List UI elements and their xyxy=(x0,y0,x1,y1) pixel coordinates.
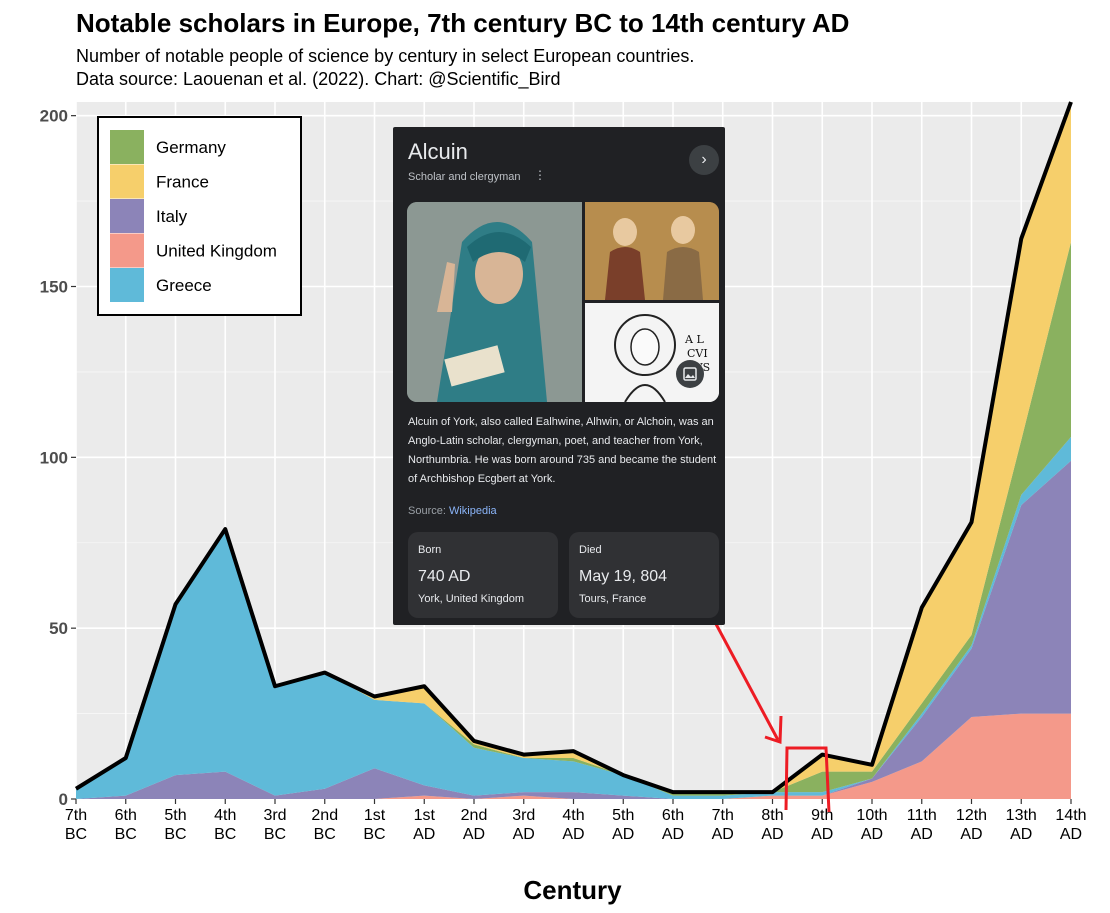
annotation xyxy=(714,623,831,813)
x-tick-label: 11th AD xyxy=(907,807,937,843)
y-tick-label: 150 xyxy=(40,278,68,297)
knowledge-panel: Alcuin Scholar and clergyman ⋮ › A L xyxy=(393,127,725,625)
chart-subtitle: Number of notable people of science by c… xyxy=(76,46,695,66)
born-card[interactable]: Born 740 AD York, United Kingdom xyxy=(408,532,558,618)
x-tick-label: 12th AD xyxy=(956,807,987,843)
chart-title: Notable scholars in Europe, 7th century … xyxy=(76,8,850,38)
panel-source: Source: Wikipedia xyxy=(408,505,497,517)
legend: Germany France Italy United Kingdom Greece xyxy=(97,116,302,316)
x-tick-label: 13th AD xyxy=(1006,807,1037,843)
x-tick-label: 1st AD xyxy=(413,807,435,843)
legend-label-greece: Greece xyxy=(156,276,212,295)
x-tick-label: 14th AD xyxy=(1055,807,1086,843)
born-value: 740 AD xyxy=(418,568,471,585)
legend-label-italy: Italy xyxy=(156,207,188,226)
born-place: York, United Kingdom xyxy=(418,593,524,605)
annotation-arrowhead xyxy=(764,715,783,745)
svg-text:A L: A L xyxy=(684,333,704,346)
x-tick-label: 6th BC xyxy=(115,807,137,843)
source-label: Source: xyxy=(408,505,446,517)
x-tick-label: 9th AD xyxy=(811,807,833,843)
legend-swatch-united-kingdom xyxy=(110,233,144,268)
legend-swatch-germany xyxy=(110,130,144,164)
chart-source-credit: Data source: Laouenan et al. (2022). Cha… xyxy=(76,69,561,89)
axes: 0 50 100 150 200 7th BC 6th BC 5th BC 4th BC 3rd BC 2nd… xyxy=(40,107,1087,843)
image-icon[interactable] xyxy=(676,360,704,388)
area-greece xyxy=(76,436,1071,799)
portrait-image[interactable] xyxy=(407,202,582,402)
y-tick-label: 0 xyxy=(59,790,68,809)
x-tick-label: 5th AD xyxy=(612,807,634,843)
x-tick-label: 3rd BC xyxy=(263,807,286,843)
died-value: May 19, 804 xyxy=(579,568,668,585)
annotation-arrow xyxy=(714,623,780,741)
died-place: Tours, France xyxy=(579,593,647,605)
panel-subtitle: Scholar and clergyman xyxy=(408,171,521,183)
x-axis-title: Century xyxy=(523,875,622,905)
y-tick-label: 200 xyxy=(40,107,68,126)
area-united-kingdom xyxy=(76,713,1071,799)
x-tick-label: 7th BC xyxy=(65,807,87,843)
chevron-right-icon[interactable]: › xyxy=(689,145,719,175)
x-tick-label: 10th AD xyxy=(856,807,887,843)
panel-title: Alcuin xyxy=(408,139,468,164)
panel-description: Alcuin of York, also called Ealhwine, Al… xyxy=(408,416,717,485)
legend-label-united-kingdom: United Kingdom xyxy=(156,242,277,261)
x-tick-label: 8th AD xyxy=(761,807,783,843)
wikipedia-link[interactable]: Wikipedia xyxy=(448,505,497,517)
born-label: Born xyxy=(418,544,442,556)
legend-label-france: France xyxy=(156,173,209,192)
x-tick-label: 4th AD xyxy=(562,807,584,843)
legend-swatch-france xyxy=(110,164,144,199)
legend-label-germany: Germany xyxy=(156,138,226,157)
svg-text:CVI: CVI xyxy=(687,347,708,360)
legend-swatch-greece xyxy=(110,268,144,302)
x-tick-label: 2nd BC xyxy=(311,807,338,843)
x-tick-label: 7th AD xyxy=(712,807,734,843)
x-tick-label: 6th AD xyxy=(662,807,684,843)
x-tick-label: 4th BC xyxy=(214,807,236,843)
annotation-highlight-box xyxy=(784,746,831,813)
x-tick-label: 5th BC xyxy=(164,807,186,843)
x-tick-label: 1st BC xyxy=(363,807,385,843)
manuscript-image[interactable] xyxy=(585,202,719,300)
died-label: Died xyxy=(579,544,602,556)
x-tick-label: 3rd AD xyxy=(512,807,535,843)
area-series xyxy=(76,102,1071,799)
legend-swatch-italy xyxy=(110,199,144,233)
total-line-group xyxy=(74,101,1073,795)
y-tick-label: 50 xyxy=(49,619,68,638)
x-tick-label: 2nd AD xyxy=(461,807,488,843)
more-vert-icon[interactable]: ⋮ xyxy=(534,168,546,182)
total-line xyxy=(74,101,1073,795)
y-tick-label: 100 xyxy=(40,448,68,467)
died-card[interactable]: Died May 19, 804 Tours, France xyxy=(569,532,719,618)
